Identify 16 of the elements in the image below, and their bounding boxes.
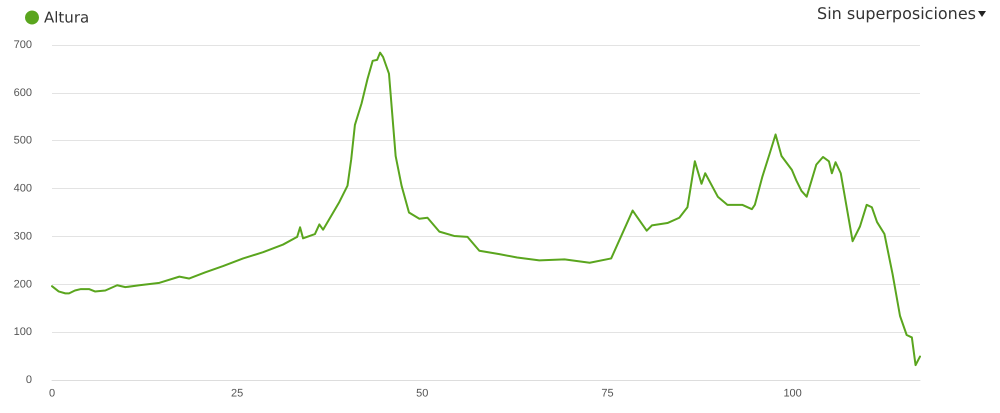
x-tick-label: 0 (48, 388, 56, 400)
y-tick-label: 700 (14, 39, 32, 51)
text: Sin superposiciones (817, 4, 976, 23)
y-tick-label: 300 (14, 230, 32, 242)
x-tick-label: 75 (601, 388, 614, 400)
y-tick-label: 500 (14, 134, 32, 147)
y-tick-label: 100 (14, 326, 32, 338)
y-tick-label: 200 (14, 278, 32, 290)
y-tick-label: 400 (14, 182, 32, 195)
y-tick-label: 600 (14, 86, 32, 99)
x-tick-label: 50 (416, 388, 428, 400)
x-tick-label: 100 (783, 388, 802, 400)
line-series (51, 52, 921, 366)
y-tick-label: 0 (26, 374, 32, 386)
x-tick-label: 25 (231, 388, 244, 400)
legend-label: Altura (44, 8, 90, 26)
